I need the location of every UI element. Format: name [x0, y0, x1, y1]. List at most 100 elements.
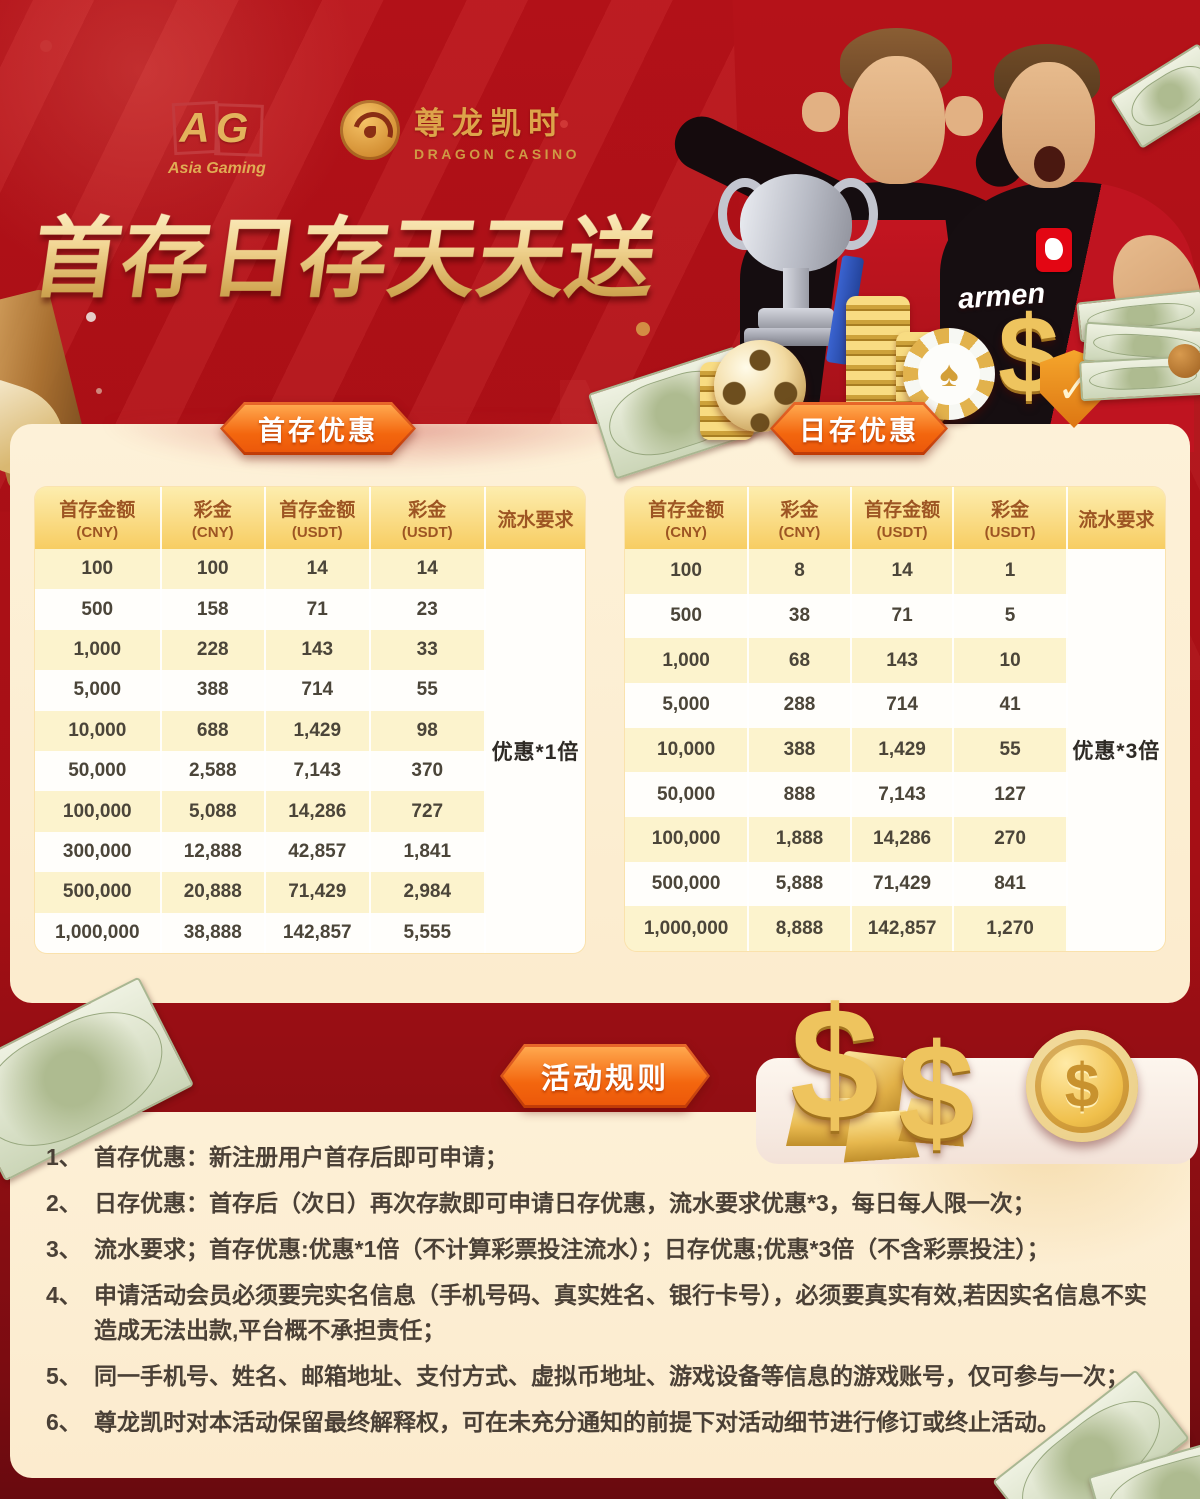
table-cell: 143: [851, 638, 955, 683]
table-cell: 20,888: [161, 872, 266, 913]
asia-gaming-logo: AG Asia Gaming: [168, 100, 266, 178]
table-cell: 1,270: [954, 906, 1068, 951]
table-cell: 500: [35, 589, 162, 630]
table-cell: 688: [161, 710, 266, 751]
table-cell: 5,000: [35, 670, 162, 711]
table-cell: 12,888: [161, 831, 266, 873]
table-cell: 5: [954, 593, 1068, 639]
column-header: 流水要求: [486, 487, 585, 549]
rules-badge: 活动规则: [500, 1044, 710, 1108]
table-cell: 142,857: [851, 906, 955, 951]
sparkle-dot: [86, 312, 96, 322]
column-header: 流水要求: [1067, 487, 1165, 549]
rule-text: 尊龙凯时对本活动保留最终解释权，可在未充分通知的前提下对活动细节进行修订或终止活…: [94, 1409, 1060, 1435]
table-cell: 33: [370, 629, 486, 671]
table-cell: 8,888: [749, 906, 852, 951]
turnover-requirement-cell: 优惠*3倍: [1067, 549, 1165, 951]
table-cell: 1,888: [749, 817, 852, 862]
player-left-face: [848, 56, 945, 184]
table-cell: 7,143: [266, 751, 371, 792]
table-cell: 14: [266, 549, 371, 590]
table-cell: 71,429: [851, 861, 955, 907]
rule-text: 日存优惠：首存后（次日）再次存款即可申请日存优惠，流水要求优惠*3，每日每人限一…: [94, 1190, 1036, 1216]
dragon-casino-logo: 尊龙凯时 DRAGON CASINO: [340, 98, 580, 162]
promo-title: 首存日存天天送: [25, 188, 666, 315]
table-cell: 10,000: [35, 710, 162, 751]
table-cell: 5,088: [161, 791, 266, 832]
rule-item: 3、 流水要求；首存优惠:优惠*1倍（不计算彩票投注流水）；日存优惠;优惠*3倍（…: [46, 1232, 1158, 1267]
rule-number: 6、: [46, 1409, 82, 1435]
table-cell: 1: [954, 549, 1068, 594]
player-right-face: [1002, 62, 1095, 188]
sparkle-dot: [96, 388, 102, 394]
confetti-dot: [560, 120, 568, 128]
rule-number: 2、: [46, 1190, 82, 1216]
rule-number: 5、: [46, 1363, 82, 1389]
league-patch-icon: [1036, 228, 1072, 272]
table-cell: 841: [954, 861, 1068, 907]
first-deposit-table: 首存金额 (CNY) 彩金 (CNY) 首存金额 (USDT) 彩金 (USDT) 流水要求 10…: [35, 487, 585, 953]
table-cell: 100: [161, 549, 266, 590]
table-cell: 1,000: [625, 638, 750, 683]
column-header: 彩金 (CNY): [161, 487, 266, 549]
rule-text: 流水要求；首存优惠:优惠*1倍（不计算彩票投注流水）；日存优惠;优惠*3倍（不含…: [94, 1236, 1050, 1262]
table-cell: 288: [749, 683, 852, 728]
table-cell: 14,286: [266, 791, 371, 832]
table-cell: 98: [370, 710, 486, 751]
table-cell: 14: [370, 549, 486, 590]
table-cell: 1,429: [851, 727, 955, 773]
rule-number: 3、: [46, 1236, 82, 1262]
table-cell: 10: [954, 638, 1068, 683]
table-cell: 714: [266, 670, 371, 711]
column-header: 彩金 (USDT): [954, 487, 1068, 549]
table-cell: 100: [625, 549, 750, 594]
rule-text: 首存优惠：新注册用户首存后即可申请；: [94, 1144, 508, 1170]
dragon-logo-cn: 尊龙凯时: [414, 106, 566, 141]
table-cell: 1,841: [370, 831, 486, 873]
table-cell: 68: [749, 638, 852, 683]
table-cell: 38: [749, 593, 852, 639]
dragon-logo-en: DRAGON CASINO: [414, 146, 581, 162]
table-cell: 158: [161, 589, 266, 630]
table-cell: 143: [266, 629, 371, 671]
first-deposit-badge: 首存优惠: [220, 402, 416, 455]
table-cell: 2,588: [161, 751, 266, 792]
player-mouth: [1034, 146, 1065, 182]
table-cell: 500,000: [625, 861, 750, 907]
table-cell: 500: [625, 593, 750, 639]
table-cell: 727: [370, 791, 486, 832]
ag-logo-icon: AG: [171, 100, 263, 154]
dollar-sign-icon: $: [790, 974, 879, 1153]
dragon-icon: [340, 100, 400, 160]
table-cell: 5,000: [625, 683, 750, 728]
trophy-icon: [718, 172, 878, 366]
column-header: 首存金额 (CNY): [625, 487, 750, 549]
table-cell: 41: [954, 683, 1068, 728]
table-cell: 1,429: [266, 710, 371, 751]
table-cell: 388: [161, 670, 266, 711]
table-cell: 100,000: [625, 817, 750, 862]
column-header: 首存金额 (USDT): [851, 487, 955, 549]
rule-number: 4、: [46, 1282, 82, 1308]
rule-item: 5、 同一手机号、姓名、邮箱地址、支付方式、虚拟币地址、游戏设备等信息的游戏账号，…: [46, 1359, 1158, 1394]
table-cell: 14: [851, 549, 955, 594]
table-cell: 55: [370, 670, 486, 711]
table-cell: 714: [851, 683, 955, 728]
table-cell: 50,000: [35, 751, 162, 792]
table-cell: 7,143: [851, 772, 955, 817]
column-header: 彩金 (USDT): [370, 487, 486, 549]
column-header: 首存金额 (USDT): [266, 487, 371, 549]
table-cell: 1,000,000: [35, 912, 162, 953]
rules-panel: [10, 1112, 1190, 1478]
table-cell: 228: [161, 629, 266, 671]
turnover-requirement-cell: 优惠*1倍: [486, 549, 585, 953]
rule-item: 2、 日存优惠：首存后（次日）再次存款即可申请日存优惠，流水要求优惠*3，每日每人…: [46, 1186, 1158, 1221]
dollar-sign-icon: $: [898, 1016, 975, 1170]
table-cell: 127: [954, 772, 1068, 817]
player-hand: [802, 92, 840, 132]
gold-coin-icon: $: [1026, 1030, 1138, 1142]
table-cell: 23: [370, 589, 486, 630]
table-cell: 8: [749, 549, 852, 594]
table-cell: 71: [266, 589, 371, 630]
